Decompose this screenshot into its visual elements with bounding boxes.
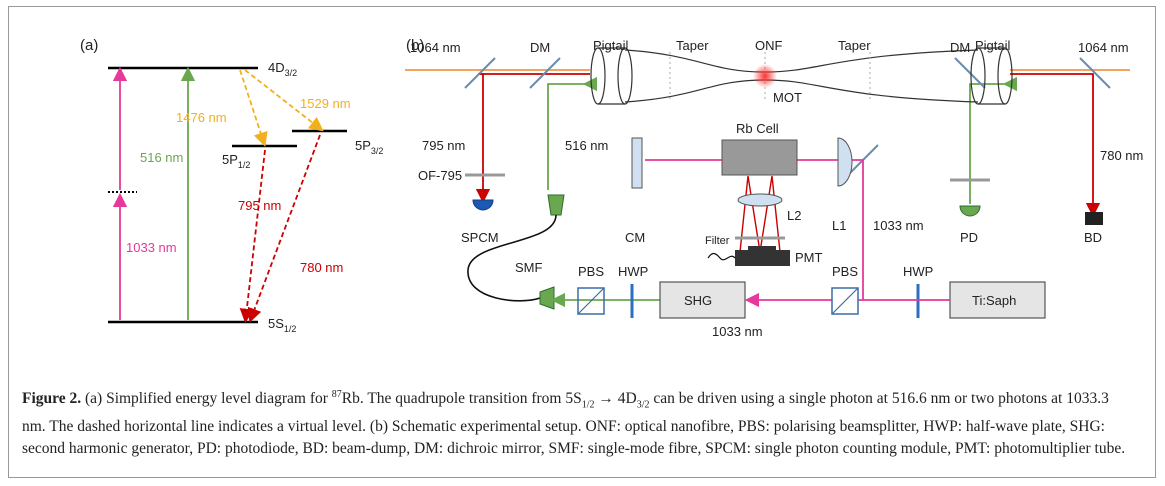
label: 780 nm: [1100, 148, 1143, 163]
level-label: 4D3/2: [268, 60, 297, 78]
label: BD: [1084, 230, 1102, 245]
label: Taper: [676, 38, 709, 53]
level-label: 5P3/2: [355, 138, 383, 156]
setup: [405, 47, 1130, 319]
panel-label: (b): [406, 37, 424, 54]
caption-text: (a) Simplified energy level diagram for: [81, 390, 332, 408]
label: DM: [530, 40, 550, 55]
label: Rb Cell: [736, 121, 779, 136]
caption-text: 3/2: [636, 399, 650, 411]
level-label: 5S1/2: [268, 316, 296, 334]
caption-text: Rb. The quadrupole transition from 5S: [341, 390, 582, 408]
label: 1033 nm: [873, 218, 924, 233]
transition-label: 1033 nm: [126, 240, 177, 255]
caption-label: Figure 2.: [22, 390, 82, 408]
label: 795 nm: [422, 138, 465, 153]
level-label: 5P1/2: [222, 152, 250, 170]
label: MOT: [773, 90, 802, 105]
label: HWP: [903, 264, 933, 279]
label: PBS: [578, 264, 604, 279]
label: Taper: [838, 38, 871, 53]
label: HWP: [618, 264, 648, 279]
label: 1033 nm: [712, 324, 763, 339]
caption-text: can be driven using a single photon at 5…: [22, 390, 1126, 458]
transitions: [112, 66, 324, 324]
label: CM: [625, 230, 645, 245]
caption: Figure 2. (a) Simplified energy level di…: [22, 384, 1132, 460]
label: Pigtail: [593, 38, 629, 53]
transition-label: 780 nm: [300, 260, 343, 275]
label: 1064 nm: [1078, 40, 1129, 55]
caption-text: 1/2: [581, 399, 595, 411]
label: 1064 nm: [410, 40, 461, 55]
label: PMT: [795, 250, 823, 265]
label: Filter: [705, 235, 730, 247]
label: 516 nm: [565, 138, 608, 153]
label: DM: [950, 40, 970, 55]
figure-frame: [8, 6, 1156, 478]
label: SHG: [684, 293, 712, 308]
panel-label: (a): [80, 37, 98, 54]
setup-labels: Pigtail Taper ONF Taper Pigtail 1064 nm …: [410, 38, 1143, 339]
transition-label: 516 nm: [140, 150, 183, 165]
transition-label: 1529 nm: [300, 96, 351, 111]
label: Ti:Saph: [972, 293, 1016, 308]
caption-text: → 4D: [594, 390, 637, 408]
label: ONF: [755, 38, 783, 53]
caption-text: 87: [331, 389, 342, 400]
figure: (a) 4D3/2 5P3/2 5P1/2 5S1/2 1529 nm 1476…: [80, 37, 1143, 339]
label: OF-795: [418, 168, 462, 183]
transition-label: 1476 nm: [176, 110, 227, 125]
label: L1: [832, 218, 846, 233]
label: Pigtail: [975, 38, 1011, 53]
label: PD: [960, 230, 978, 245]
label: SPCM: [461, 230, 499, 245]
label: SMF: [515, 260, 543, 275]
transition-label: 795 nm: [238, 198, 281, 213]
label: L2: [787, 208, 801, 223]
label: PBS: [832, 264, 858, 279]
